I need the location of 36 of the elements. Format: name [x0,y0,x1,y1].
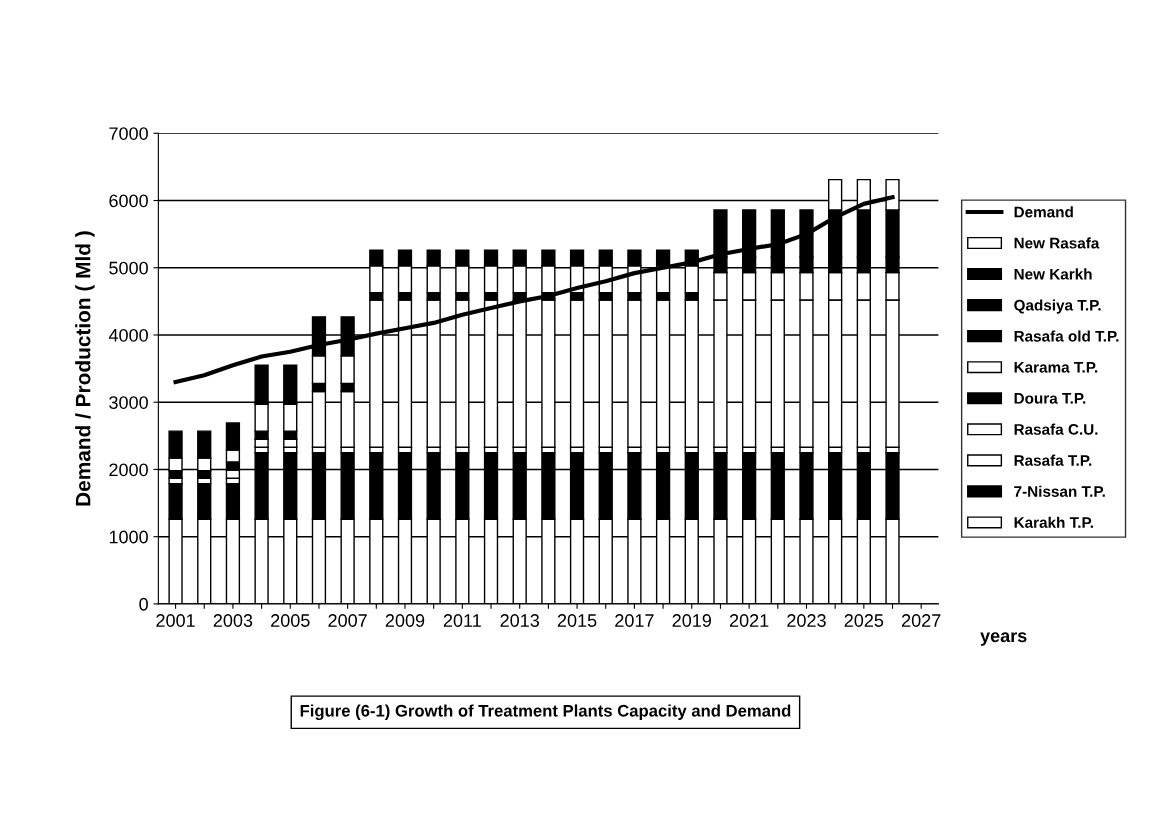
y-tick-label: 5000 [109,261,148,275]
legend-label: Demand [1014,206,1073,218]
x-tick-label: 2027 [902,614,941,627]
legend-label: New Karkh [1014,268,1092,280]
x-tick-label: 2007 [328,614,367,627]
legend-label: Qadsiya T.P. [1014,299,1101,314]
x-tick-label: 2021 [729,614,769,627]
x-tick-label: 2001 [156,614,195,627]
x-tick-label: 2009 [385,614,425,627]
x-axis-title: years [980,632,1027,646]
y-tick-label: 7000 [109,127,148,140]
x-tick-label: 2011 [443,614,481,627]
legend-label: Karakh T.P. [1014,516,1093,528]
y-tick-label: 2000 [109,463,148,477]
x-tick-label: 2019 [672,614,711,627]
legend-label: Rasafa T.P. [1014,454,1092,466]
legend-label: Doura T.P. [1014,393,1086,404]
x-tick-label: 2023 [787,614,826,627]
x-tick-label: 2015 [557,614,597,627]
x-tick-label: 2025 [844,614,884,627]
y-axis-title: Demand / Production ( Mld ) [75,231,95,506]
y-tick-label: 1000 [109,530,148,544]
x-tick-label: 2003 [213,614,253,627]
y-tick-label: 0 [139,597,148,611]
y-tick-label: 6000 [109,194,148,208]
x-tick-label: 2013 [500,614,539,627]
legend-label: Rasafa old T.P. [1014,330,1119,342]
text: Figure (6-1) Growth of Treatment Plants Capacity and Demand [300,704,791,721]
legend-label: Rasafa C.U. [1014,423,1098,435]
x-tick-label: 2017 [615,614,654,627]
y-tick-label: 3000 [109,396,148,409]
legend-label: New Rasafa [1014,237,1100,249]
y-tick-label: 4000 [108,328,148,342]
x-tick-label: 2005 [271,614,310,627]
legend-label: 7-Nissan T.P. [1014,485,1105,497]
legend-label: Karama T.P. [1014,362,1098,373]
